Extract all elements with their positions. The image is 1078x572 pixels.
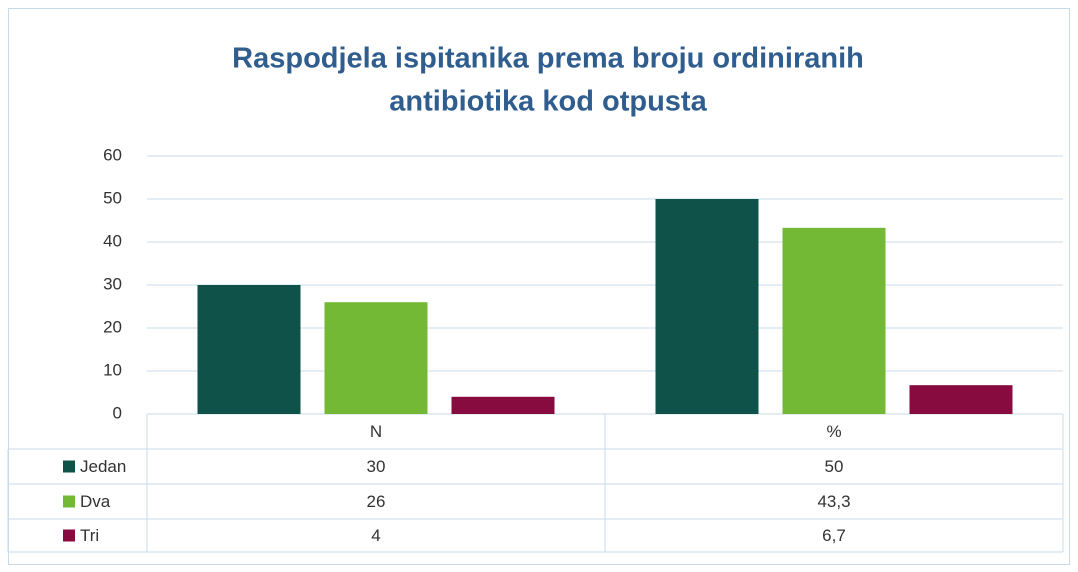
table-value: 30 [367,457,386,476]
table-value: 6,7 [822,526,846,545]
bar [197,285,301,414]
table-value: 26 [367,492,386,511]
legend-label: Dva [80,492,111,511]
legend-swatch [63,460,75,473]
y-tick-label: 40 [103,231,122,250]
x-tick-label: % [826,422,841,441]
legend-swatch [63,529,75,542]
y-tick-label: 50 [103,188,122,207]
bar [909,385,1013,414]
bar [451,396,555,414]
bar [324,302,428,414]
legend-label: Jedan [80,457,126,476]
chart-border [8,8,1070,565]
bar [782,227,886,414]
legend-label: Tri [80,526,99,545]
legend-swatch [63,495,75,508]
y-tick-label: 20 [103,317,122,336]
chart-title: antibiotika kod otpusta [389,86,707,118]
chart-title: Raspodjela ispitanika prema broju ordini… [232,43,864,75]
bar [655,199,759,414]
y-tick-label: 30 [103,274,122,293]
table-value: 4 [371,526,380,545]
table-value: 50 [825,457,844,476]
y-tick-label: 10 [103,360,122,379]
table-value: 43,3 [817,492,850,511]
y-tick-label: 0 [113,403,122,422]
x-tick-label: N [370,422,382,441]
y-tick-label: 60 [103,145,122,164]
